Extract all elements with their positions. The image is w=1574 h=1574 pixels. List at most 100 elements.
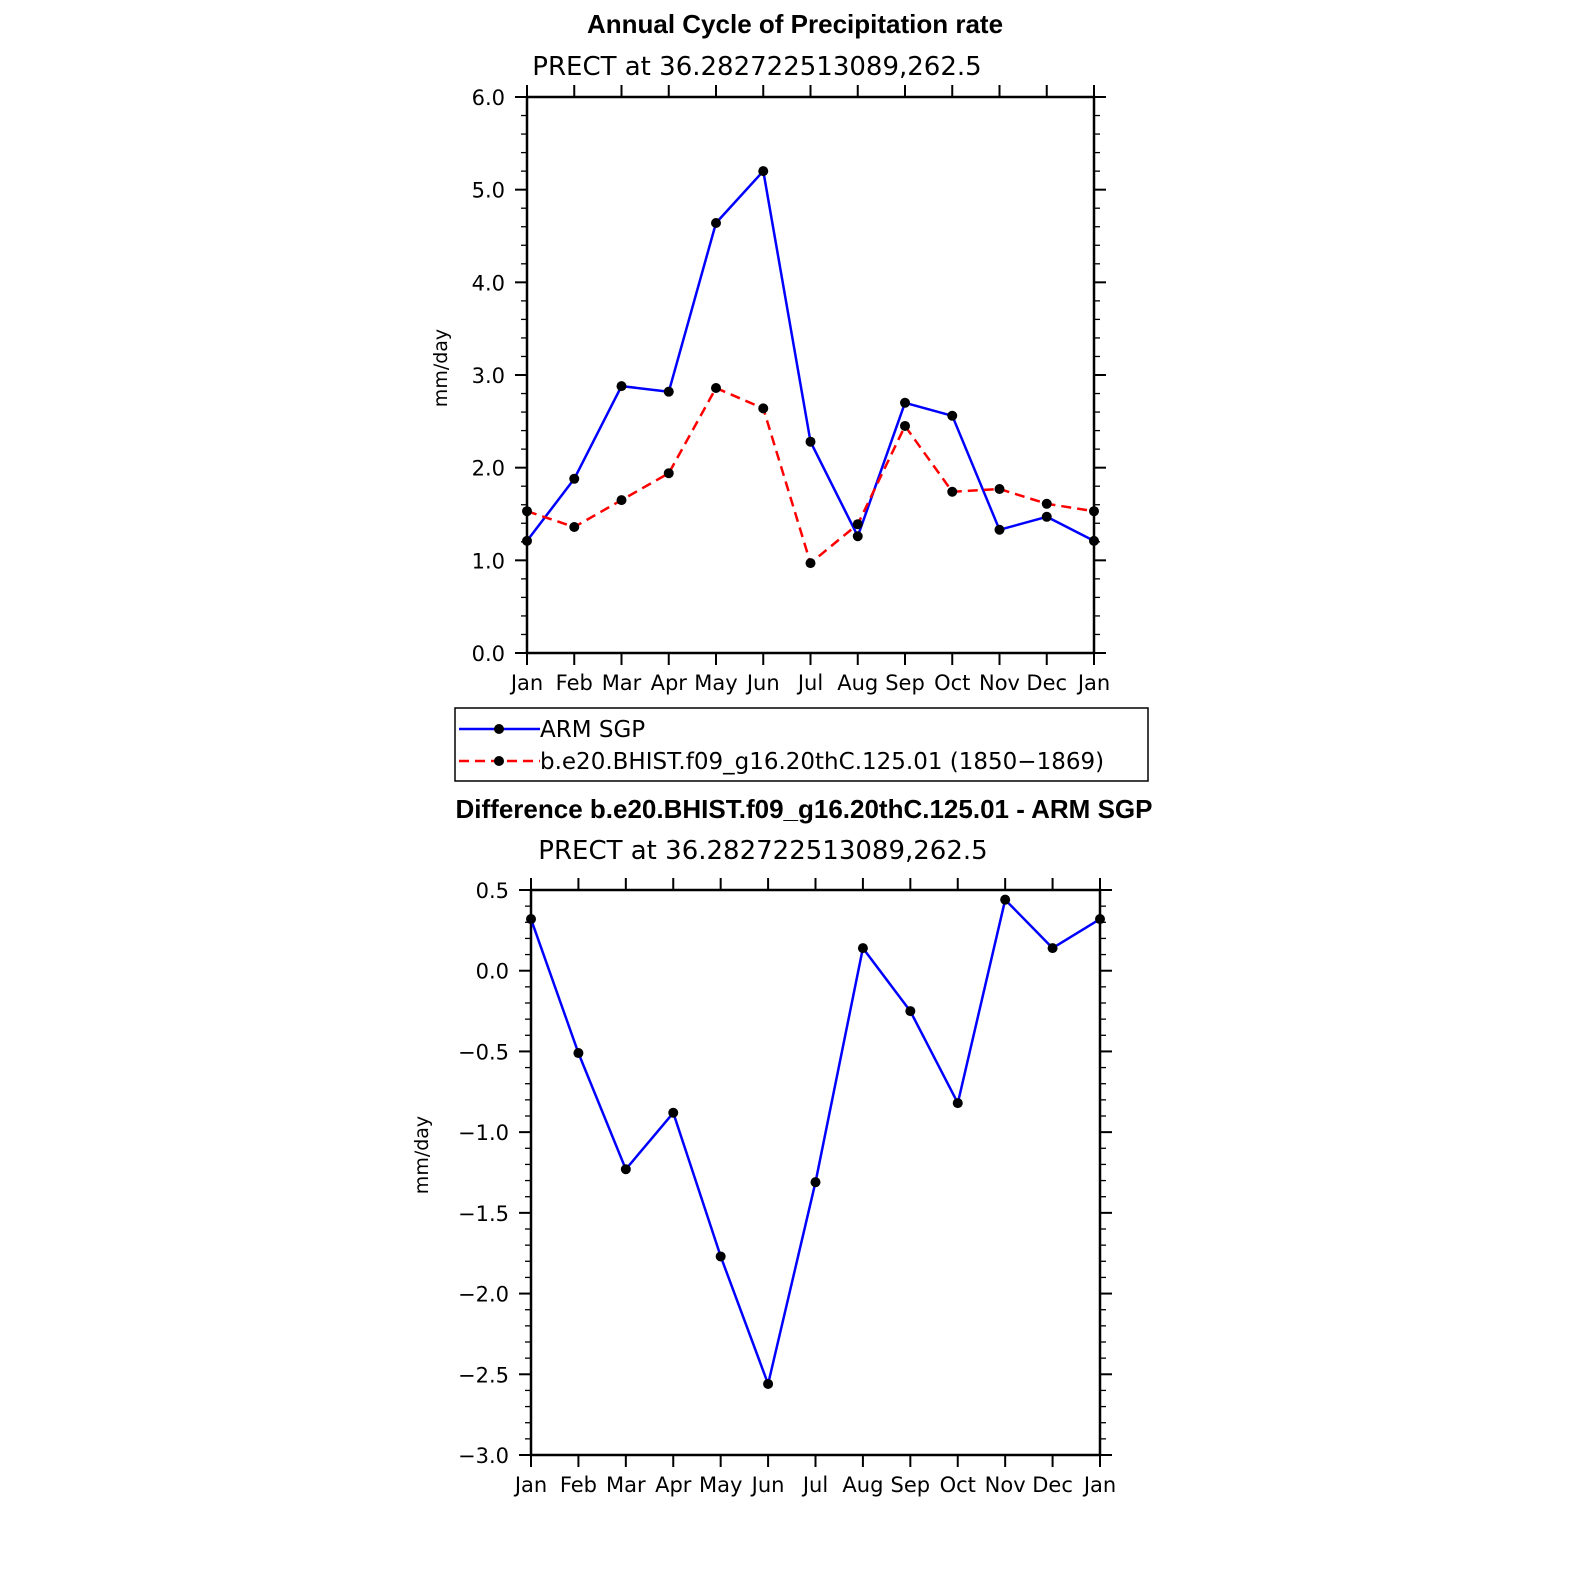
bottom-series-0-point [810, 1177, 821, 1188]
legend: ARM SGP b.e20.BHIST.f09_g16.20thC.125.01… [454, 707, 1149, 782]
top-series-1-point [1089, 506, 1099, 517]
bottom-series-0-point [1047, 943, 1058, 954]
top-chart-subtitle: PRECT at 36.282722513089,262.5 [532, 52, 981, 82]
bottom-series-0-point [905, 1006, 916, 1017]
legend-marker-model [494, 756, 504, 766]
top-series-0-point [758, 166, 769, 177]
bottom-y-tick-label: −3.0 [458, 1444, 509, 1468]
top-series-0-point [711, 218, 721, 229]
bottom-series-0-point [1095, 914, 1105, 925]
bottom-x-tick-labels: Jan Feb Mar Apr May Jun Jul Aug Sep Oct Nov Dec Jan [513, 1473, 1116, 1497]
top-x-tick-label: Nov [979, 671, 1020, 695]
top-y-tick-labels: 0.0 1.0 2.0 3.0 4.0 5.0 6.0 [472, 86, 505, 666]
top-x-tick-labels: Jan Feb Mar Apr May Jun Jul Aug Sep Oct Nov Dec Jan [509, 671, 1110, 695]
bottom-y-tick-label: 0.5 [476, 879, 509, 903]
top-x-tick-label: Jan [1076, 671, 1110, 695]
bottom-series-line-0 [529, 898, 1101, 1386]
bottom-y-tick-label: 0.0 [476, 960, 509, 984]
bottom-series-0-point [952, 1098, 963, 1109]
bottom-y-tick-labels: −3.0 −2.5 −2.0 −1.5 −1.0 −0.5 0.0 0.5 [458, 879, 509, 1468]
bottom-x-tick-label: Feb [560, 1473, 597, 1497]
bottom-x-tick-label: Nov [985, 1473, 1026, 1497]
top-series-line-0 [526, 169, 1095, 543]
bottom-x-tick-label: Aug [842, 1473, 883, 1497]
top-series-1-point [758, 403, 769, 414]
bottom-x-tick-label: Oct [940, 1473, 976, 1497]
bottom-chart-subtitle: PRECT at 36.282722513089,262.5 [538, 836, 987, 866]
bottom-y-tick-label: −1.0 [458, 1121, 509, 1145]
bottom-y-tick-label: −1.5 [458, 1202, 509, 1226]
legend-marker-arm [494, 724, 504, 734]
top-series-1-point [663, 468, 674, 479]
top-y-axis-label: mm/day [430, 329, 452, 407]
top-y-tick-label: 1.0 [472, 549, 505, 573]
top-series-1-point [569, 521, 580, 532]
bottom-axes-box [529, 888, 1102, 1457]
bottom-series-0-point [763, 1378, 774, 1389]
bottom-series-0-point [857, 943, 868, 954]
top-series-0-point [947, 410, 958, 421]
legend-label-arm: ARM SGP [540, 717, 645, 743]
top-series-1-point [947, 486, 958, 497]
bottom-x-tick-label: Jan [513, 1473, 547, 1497]
top-x-tick-label: Sep [885, 671, 925, 695]
top-series-0-point [1089, 535, 1099, 546]
top-y-tick-label: 3.0 [472, 364, 505, 388]
top-y-tick-label: 2.0 [472, 457, 505, 481]
bottom-y-axis-label: mm/day [411, 1116, 433, 1194]
top-x-tick-label: Oct [934, 671, 970, 695]
top-x-tick-label: Dec [1026, 671, 1067, 695]
bottom-series-0-point [668, 1107, 679, 1118]
top-series-0-point [900, 397, 910, 408]
top-x-tick-label: Mar [602, 671, 642, 695]
top-x-tick-label: Jul [796, 671, 823, 695]
bottom-series-0-point [526, 914, 536, 925]
top-series-1-point [522, 506, 532, 517]
top-x-tick-label: Feb [556, 671, 593, 695]
top-series-1-point [900, 420, 910, 431]
top-y-tick-label: 5.0 [472, 179, 505, 203]
top-x-tick-label: Jun [745, 671, 780, 695]
bottom-x-tick-label: May [699, 1473, 742, 1497]
bottom-series-0-point [573, 1048, 584, 1059]
top-series-1-point [852, 519, 863, 530]
top-series-1-point [994, 483, 1005, 494]
bottom-series [526, 894, 1105, 1389]
top-y-tick-label: 0.0 [472, 642, 505, 666]
top-series-1-point [616, 495, 627, 506]
top-series-0-point [1041, 511, 1052, 522]
top-series-1-point [711, 382, 721, 393]
bottom-x-tick-label: Mar [606, 1473, 646, 1497]
bottom-x-tick-label: Jun [750, 1473, 785, 1497]
bottom-plot-frame [519, 878, 1112, 1467]
bottom-series-0-point [715, 1251, 726, 1262]
top-x-tick-label: Aug [837, 671, 878, 695]
top-series-0-point [569, 473, 580, 484]
top-plot-frame [515, 85, 1106, 665]
legend-label-model: b.e20.BHIST.f09_g16.20thC.125.01 (1850−1… [540, 749, 1104, 775]
bottom-x-tick-label: Sep [891, 1473, 931, 1497]
bottom-series-0-point [1000, 894, 1011, 905]
top-series-0-point [522, 535, 532, 546]
top-series-0-point [994, 524, 1005, 535]
legend-box [454, 707, 1149, 782]
top-series-1-point [1041, 498, 1052, 509]
top-y-tick-label: 4.0 [472, 271, 505, 295]
bottom-y-tick-label: −0.5 [458, 1040, 509, 1064]
bottom-x-tick-label: Jan [1082, 1473, 1116, 1497]
top-series [522, 166, 1099, 569]
top-series-line-1 [526, 386, 1095, 565]
top-x-tick-label: May [694, 671, 737, 695]
top-x-tick-label: Apr [651, 671, 688, 695]
top-x-tick-label: Jan [509, 671, 543, 695]
top-series-0-point [616, 381, 627, 392]
bottom-series-0-point [620, 1164, 631, 1175]
top-series-0-point [663, 386, 674, 397]
top-series-1-point [805, 558, 816, 569]
bottom-y-tick-label: −2.0 [458, 1283, 509, 1307]
bottom-x-tick-label: Jul [801, 1473, 828, 1497]
bottom-chart-title: Difference b.e20.BHIST.f09_g16.20thC.125… [456, 794, 1153, 824]
top-y-tick-label: 6.0 [472, 86, 505, 110]
bottom-x-tick-label: Dec [1032, 1473, 1073, 1497]
